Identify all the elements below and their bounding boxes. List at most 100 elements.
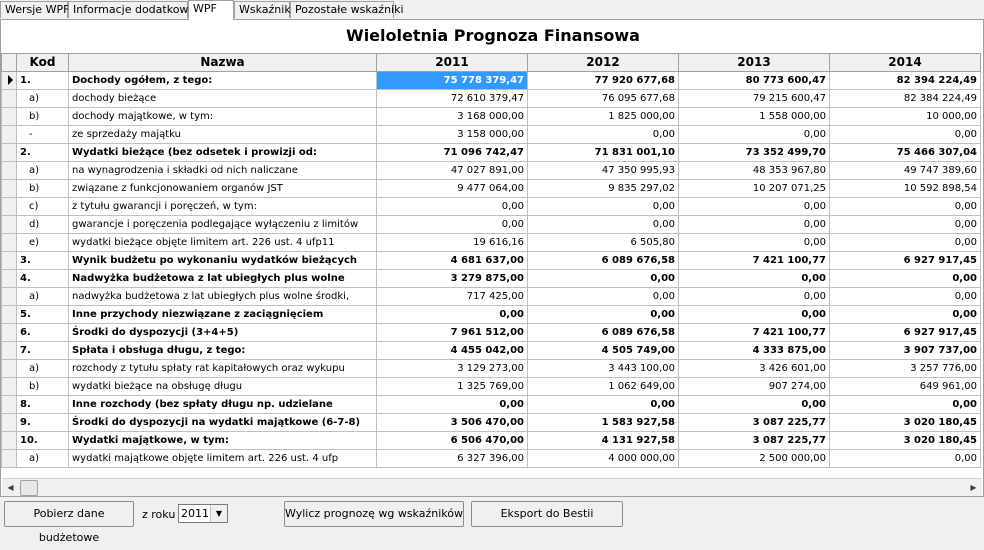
cell-value-2012[interactable]: 3 443 100,00: [527, 359, 679, 378]
table-row[interactable]: a) rozchody z tytułu spłaty rat kapitałow…: [1, 359, 981, 378]
cell-value-2013[interactable]: 73 352 499,70: [678, 143, 830, 162]
cell-code[interactable]: e): [16, 233, 69, 252]
cell-value-2014[interactable]: 3 020 180,45: [829, 431, 981, 450]
tab-pozostale-wskazniki[interactable]: Pozostałe wskaźniki: [290, 1, 404, 18]
cell-code[interactable]: 10.: [16, 431, 69, 450]
cell-value-2013[interactable]: 0,00: [678, 233, 830, 252]
column-header-nazwa[interactable]: Nazwa: [68, 53, 377, 72]
cell-value-2014[interactable]: 3 257 776,00: [829, 359, 981, 378]
cell-value-2011[interactable]: 0,00: [376, 305, 528, 324]
cell-code[interactable]: 3.: [16, 251, 69, 270]
scroll-thumb[interactable]: [20, 480, 38, 496]
calculate-forecast-button[interactable]: Wylicz prognozę wg wskaźników: [284, 501, 464, 527]
cell-code[interactable]: c): [16, 197, 69, 216]
cell-value-2013[interactable]: 3 087 225,77: [678, 413, 830, 432]
tab-informacje-dodatkowe[interactable]: Informacje dodatkowe: [68, 1, 195, 18]
row-indicator[interactable]: [1, 395, 17, 414]
table-row[interactable]: b) związane z funkcjonowaniem organów JST…: [1, 179, 981, 198]
cell-value-2014[interactable]: 649 961,00: [829, 377, 981, 396]
table-row[interactable]: d) gwarancje i poręczenia podlegające wył…: [1, 215, 981, 234]
cell-name[interactable]: rozchody z tytułu spłaty rat kapitałowyc…: [68, 359, 377, 378]
cell-name[interactable]: związane z funkcjonowaniem organów JST: [68, 179, 377, 198]
cell-value-2011[interactable]: 0,00: [376, 395, 528, 414]
cell-value-2013[interactable]: 2 500 000,00: [678, 449, 830, 468]
cell-value-2013[interactable]: 0,00: [678, 287, 830, 306]
cell-value-2014[interactable]: 0,00: [829, 269, 981, 288]
column-header-2014[interactable]: 2014: [829, 53, 981, 72]
row-indicator[interactable]: [1, 107, 17, 126]
table-row[interactable]: 10. Wydatki majątkowe, w tym: 6 506 470,00…: [1, 431, 981, 450]
cell-value-2014[interactable]: 0,00: [829, 395, 981, 414]
cell-value-2013[interactable]: 7 421 100,77: [678, 323, 830, 342]
cell-value-2012[interactable]: 47 350 995,93: [527, 161, 679, 180]
row-indicator[interactable]: [1, 143, 17, 162]
table-row[interactable]: c) z tytułu gwarancji i poręczeń, w tym: 0…: [1, 197, 981, 216]
cell-value-2014[interactable]: 3 020 180,45: [829, 413, 981, 432]
row-indicator[interactable]: [1, 449, 17, 468]
cell-value-2012[interactable]: 0,00: [527, 395, 679, 414]
row-indicator[interactable]: [1, 413, 17, 432]
cell-value-2011[interactable]: 4 455 042,00: [376, 341, 528, 360]
row-indicator[interactable]: [1, 431, 17, 450]
cell-value-2011[interactable]: 6 506 470,00: [376, 431, 528, 450]
cell-code[interactable]: 5.: [16, 305, 69, 324]
cell-value-2014[interactable]: 49 747 389,60: [829, 161, 981, 180]
table-row[interactable]: 6. Środki do dyspozycji (3+4+5) 7 961 512,…: [1, 323, 981, 342]
table-row[interactable]: 4. Nadwyżka budżetowa z lat ubiegłych plu…: [1, 269, 981, 288]
cell-value-2011[interactable]: 71 096 742,47: [376, 143, 528, 162]
cell-value-2012[interactable]: 0,00: [527, 125, 679, 144]
cell-value-2013[interactable]: 3 087 225,77: [678, 431, 830, 450]
cell-value-2014[interactable]: 6 927 917,45: [829, 323, 981, 342]
cell-name[interactable]: nadwyżka budżetowa z lat ubiegłych plus …: [68, 287, 377, 306]
cell-code[interactable]: b): [16, 107, 69, 126]
table-row[interactable]: a) na wynagrodzenia i składki od nich nal…: [1, 161, 981, 180]
row-indicator[interactable]: [1, 287, 17, 306]
row-indicator[interactable]: [1, 197, 17, 216]
scroll-right-icon[interactable]: ▶: [970, 483, 977, 492]
cell-code[interactable]: 7.: [16, 341, 69, 360]
cell-value-2013[interactable]: 1 558 000,00: [678, 107, 830, 126]
cell-value-2013[interactable]: 0,00: [678, 197, 830, 216]
scroll-left-icon[interactable]: ◀: [7, 483, 14, 492]
fetch-budget-data-button[interactable]: Pobierz dane budżetowe: [4, 501, 134, 544]
cell-code[interactable]: 6.: [16, 323, 69, 342]
cell-value-2011[interactable]: 3 158 000,00: [376, 125, 528, 144]
row-indicator[interactable]: [1, 89, 17, 108]
row-indicator[interactable]: [1, 161, 17, 180]
table-row[interactable]: b) dochody majątkowe, w tym: 3 168 000,00 1…: [1, 107, 981, 126]
row-indicator[interactable]: [1, 215, 17, 234]
cell-value-2014[interactable]: 82 384 224,49: [829, 89, 981, 108]
cell-value-2012[interactable]: 0,00: [527, 215, 679, 234]
cell-code[interactable]: d): [16, 215, 69, 234]
cell-value-2013[interactable]: 0,00: [678, 395, 830, 414]
table-row[interactable]: 5. Inne przychody niezwiązane z zaciągnię…: [1, 305, 981, 324]
cell-value-2011[interactable]: 1 325 769,00: [376, 377, 528, 396]
cell-code[interactable]: a): [16, 359, 69, 378]
cell-value-2011[interactable]: 7 961 512,00: [376, 323, 528, 342]
row-indicator[interactable]: [1, 71, 17, 90]
cell-value-2012[interactable]: 4 505 749,00: [527, 341, 679, 360]
tab-wersje-wpf[interactable]: Wersje WPF: [0, 1, 69, 18]
cell-value-2014[interactable]: 10 592 898,54: [829, 179, 981, 198]
cell-value-2012[interactable]: 76 095 677,68: [527, 89, 679, 108]
cell-value-2012[interactable]: 6 089 676,58: [527, 323, 679, 342]
cell-value-2012[interactable]: 1 825 000,00: [527, 107, 679, 126]
cell-value-2013[interactable]: 907 274,00: [678, 377, 830, 396]
table-row[interactable]: e) wydatki bieżące objęte limitem art. 22…: [1, 233, 981, 252]
table-row[interactable]: b) wydatki bieżące na obsługę długu 1 325 …: [1, 377, 981, 396]
row-indicator[interactable]: [1, 125, 17, 144]
cell-value-2014[interactable]: 0,00: [829, 449, 981, 468]
cell-value-2011[interactable]: 75 778 379,47: [376, 71, 528, 90]
cell-value-2011[interactable]: 3 506 470,00: [376, 413, 528, 432]
cell-code[interactable]: a): [16, 287, 69, 306]
cell-value-2012[interactable]: 4 000 000,00: [527, 449, 679, 468]
cell-value-2011[interactable]: 0,00: [376, 215, 528, 234]
table-row[interactable]: 1. Dochody ogółem, z tego: 75 778 379,47 77…: [1, 71, 981, 90]
table-row[interactable]: 8. Inne rozchody (bez spłaty długu np. ud…: [1, 395, 981, 414]
cell-value-2011[interactable]: 717 425,00: [376, 287, 528, 306]
tab-wskazniki[interactable]: Wskaźniki: [234, 1, 294, 18]
cell-name[interactable]: Nadwyżka budżetowa z lat ubiegłych plus …: [68, 269, 377, 288]
tab-wpf[interactable]: WPF: [188, 0, 234, 20]
cell-name[interactable]: Wynik budżetu po wykonaniu wydatków bież…: [68, 251, 377, 270]
cell-value-2013[interactable]: 0,00: [678, 305, 830, 324]
